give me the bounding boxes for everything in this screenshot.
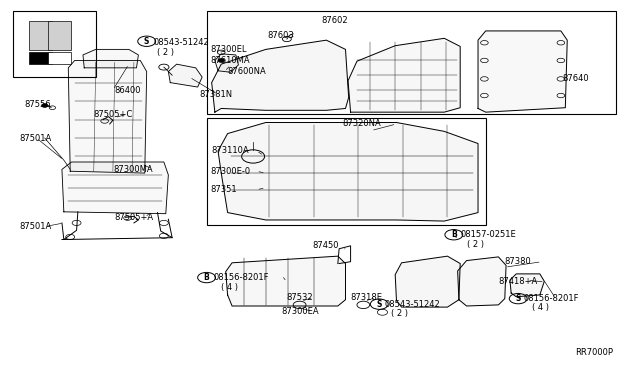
Text: 87640: 87640 [562, 74, 589, 83]
Text: RR7000P: RR7000P [575, 349, 613, 357]
Text: 87300EL: 87300EL [211, 45, 247, 54]
Circle shape [218, 59, 225, 62]
Polygon shape [478, 31, 567, 112]
Text: 87501A: 87501A [19, 134, 51, 142]
Polygon shape [218, 122, 478, 221]
Polygon shape [83, 49, 138, 68]
Text: 87501A: 87501A [19, 222, 51, 231]
Text: 87505+C: 87505+C [94, 109, 133, 119]
Polygon shape [212, 40, 349, 112]
Text: B: B [451, 230, 457, 239]
Text: 87320NA: 87320NA [342, 119, 381, 128]
Bar [207, 118, 486, 225]
Bar [29, 20, 52, 51]
Text: ( 2 ): ( 2 ) [157, 48, 174, 57]
Bar [47, 20, 71, 51]
Text: S: S [515, 294, 521, 303]
Text: 86400: 86400 [115, 86, 141, 94]
Bar [207, 11, 616, 114]
Text: 87300E-0: 87300E-0 [211, 167, 250, 176]
Bar [13, 11, 96, 77]
Text: 87556: 87556 [24, 100, 51, 109]
Text: 873110A: 873110A [212, 146, 250, 155]
Text: 87380: 87380 [505, 257, 532, 266]
Polygon shape [62, 162, 168, 214]
Text: 08156-8201F: 08156-8201F [524, 294, 579, 303]
Polygon shape [395, 256, 460, 307]
Text: ( 2 ): ( 2 ) [391, 309, 408, 318]
Text: 08156-8201F: 08156-8201F [214, 273, 269, 282]
Text: 08157-0251E: 08157-0251E [460, 230, 516, 239]
Text: 87532: 87532 [287, 293, 314, 302]
Bar [47, 52, 71, 64]
Polygon shape [510, 274, 544, 297]
Polygon shape [458, 257, 506, 306]
Text: 08543-51242: 08543-51242 [385, 300, 441, 309]
Text: 87600NA: 87600NA [228, 67, 266, 76]
Text: ( 4 ): ( 4 ) [221, 283, 237, 292]
Text: 87505+A: 87505+A [115, 213, 154, 222]
Text: 87418+A: 87418+A [499, 278, 538, 286]
Text: 87318E: 87318E [351, 293, 383, 302]
Polygon shape [215, 54, 239, 72]
Polygon shape [68, 61, 147, 173]
Polygon shape [226, 256, 346, 306]
Text: ( 2 ): ( 2 ) [467, 240, 484, 249]
Text: 87300MA: 87300MA [113, 165, 152, 174]
Text: S: S [144, 37, 149, 46]
Circle shape [42, 104, 48, 108]
Text: ( 4 ): ( 4 ) [532, 303, 548, 312]
Polygon shape [348, 38, 460, 112]
Text: 87381N: 87381N [199, 90, 232, 99]
Text: 87603: 87603 [268, 31, 294, 40]
Text: 87450: 87450 [312, 241, 339, 250]
Text: B: B [204, 273, 209, 282]
Text: 87351: 87351 [211, 185, 237, 194]
Text: 08543-51242: 08543-51242 [153, 38, 209, 47]
Text: 87300EA: 87300EA [282, 307, 319, 316]
Text: 87602: 87602 [321, 16, 348, 25]
Bar [29, 52, 52, 64]
Text: 87610MA: 87610MA [211, 56, 250, 65]
Text: S: S [376, 300, 382, 309]
Polygon shape [168, 64, 202, 87]
